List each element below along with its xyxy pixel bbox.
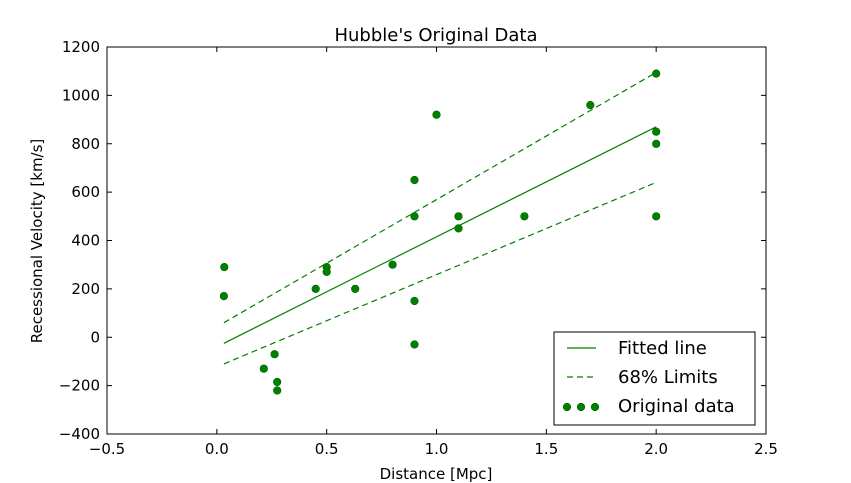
- data-point: [652, 212, 661, 221]
- y-tick-label: 1200: [62, 38, 100, 56]
- legend: Fitted line 68% Limits Original data: [553, 331, 756, 426]
- legend-label: Original data: [618, 396, 735, 417]
- data-point: [410, 340, 419, 349]
- data-point: [454, 224, 463, 233]
- y-axis-label: Recessional Velocity [km/s]: [28, 139, 46, 344]
- data-point: [311, 284, 320, 294]
- data-point: [652, 127, 661, 136]
- series-1-line: [223, 71, 657, 324]
- data-point: [273, 377, 282, 387]
- data-point: [410, 296, 419, 306]
- x-tick-label: 2.0: [644, 440, 668, 458]
- y-tick-label: 800: [71, 135, 100, 153]
- y-tick-label: −400: [59, 425, 100, 443]
- x-axis-label: Distance [Mpc]: [380, 465, 493, 483]
- legend-marker: [576, 402, 586, 412]
- data-point: [410, 175, 419, 185]
- data-point: [270, 350, 279, 359]
- legend-label: 68% Limits: [618, 367, 718, 388]
- y-tick-label: 400: [71, 232, 100, 250]
- series-2-line: [223, 181, 657, 365]
- x-tick-label: 1.5: [534, 440, 558, 458]
- legend-items: Fitted line 68% Limits Original data: [562, 338, 735, 417]
- y-tick-label: −200: [59, 377, 100, 395]
- y-tick-label: 600: [71, 183, 100, 201]
- x-tick-label: −0.5: [89, 440, 125, 458]
- data-point: [219, 292, 228, 301]
- data-point: [388, 260, 397, 269]
- data-point: [322, 267, 331, 277]
- y-tick-label: 0: [90, 328, 100, 346]
- data-point: [432, 110, 441, 119]
- x-tick-label: 1.0: [425, 440, 449, 458]
- plot-area: [219, 69, 661, 395]
- data-point: [351, 284, 360, 294]
- data-point: [454, 212, 463, 221]
- data-point: [410, 212, 419, 221]
- chart-title: Hubble's Original Data: [334, 25, 537, 46]
- x-tick-label: 2.5: [754, 440, 778, 458]
- y-tick-label: 1000: [62, 86, 100, 104]
- data-point: [652, 139, 661, 148]
- legend-marker: [562, 402, 572, 412]
- legend-label: Fitted line: [618, 338, 707, 359]
- data-point: [259, 364, 268, 373]
- series-0-line: [223, 126, 657, 344]
- x-tick-label: 0.0: [205, 440, 229, 458]
- y-axis: −400 −200 0 200 400 600 800 1000 1200: [59, 38, 766, 443]
- x-axis: −0.5 0.0 0.5 1.0 1.5 2.0 2.5: [89, 47, 778, 458]
- data-point: [273, 386, 282, 395]
- legend-marker: [590, 402, 600, 412]
- data-point: [652, 69, 661, 78]
- data-point: [220, 263, 229, 272]
- data-point: [520, 212, 529, 221]
- x-tick-label: 0.5: [315, 440, 339, 458]
- data-point: [586, 100, 595, 110]
- y-tick-label: 200: [71, 280, 100, 298]
